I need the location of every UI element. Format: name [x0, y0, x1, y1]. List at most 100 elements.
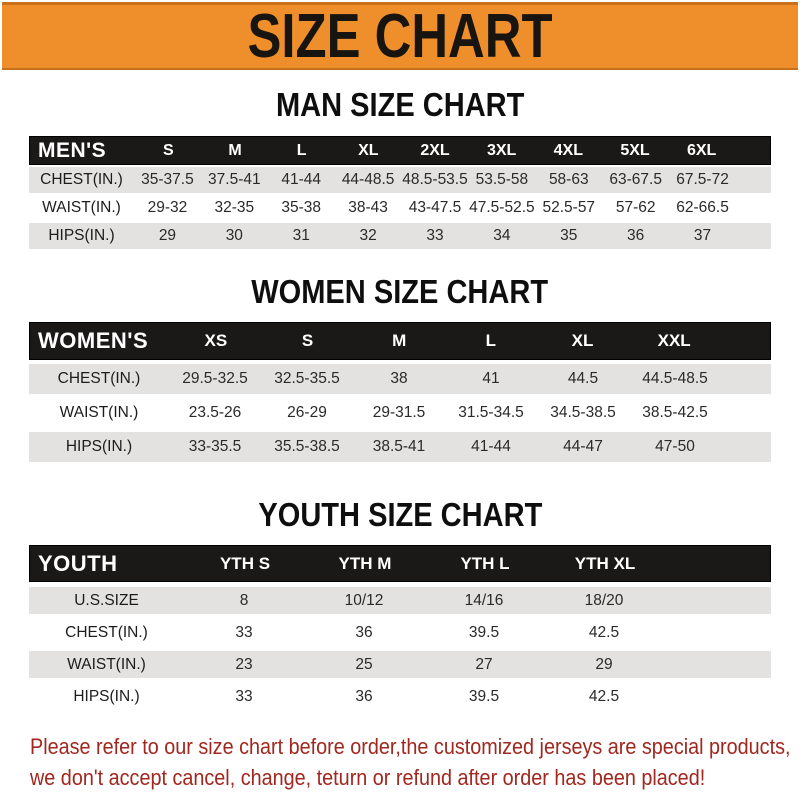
- size-cell: 44-47: [563, 438, 603, 455]
- size-cell: 29-31.5: [372, 404, 426, 421]
- table-row: CHEST(IN.) 35-37.5 37.5-41 41-44 44-48.5 48.5…: [29, 167, 771, 193]
- size-cell: 44-48.5: [341, 171, 395, 188]
- size-cell: 67.5-72: [676, 171, 729, 188]
- size-cell: 36: [355, 687, 373, 705]
- size-cell: 32.5-35.5: [274, 370, 340, 387]
- size-cell: 32-35: [214, 199, 255, 216]
- size-cell: 41: [482, 370, 500, 387]
- size-cell: 31: [292, 227, 310, 244]
- size-cell: 23.5-26: [188, 404, 242, 421]
- column-header: M: [392, 331, 407, 350]
- size-cell: 29: [595, 655, 613, 673]
- size-cell: 29-32: [147, 199, 188, 216]
- table-row: WAIST(IN.) 23 25 27 29: [29, 651, 771, 678]
- size-cell: 39.5: [468, 687, 500, 705]
- section-youth-size-chart: YOUTH SIZE CHART YOUTH YTH S YTH M YTH L YTH …: [0, 498, 800, 710]
- row-label: HIPS(IN.): [48, 227, 115, 244]
- size-cell: 34: [493, 227, 511, 244]
- size-cell: 33-35.5: [188, 438, 242, 455]
- size-cell: 47-50: [655, 438, 695, 455]
- column-header: XL: [571, 331, 594, 350]
- size-cell: 43-47.5: [408, 199, 462, 216]
- size-cell: 37.5-41: [208, 171, 261, 188]
- column-header: YTH M: [338, 553, 392, 573]
- table-header-row: WOMEN'S XS S M L XL XXL: [29, 322, 771, 360]
- column-header: L: [296, 141, 307, 159]
- size-cell: 63-67.5: [609, 171, 662, 188]
- size-cell: 42.5: [588, 623, 620, 641]
- table-row: HIPS(IN.) 33 36 39.5 42.5: [29, 683, 771, 710]
- size-cell: 33: [235, 687, 253, 705]
- table-header-label: WOMEN'S: [38, 328, 149, 353]
- footer-line-2: we don't accept cancel, change, teturn o…: [30, 765, 706, 790]
- size-table-youth: YOUTH YTH S YTH M YTH L YTH XL U.S.SIZE 8 10/12…: [29, 545, 771, 710]
- table-row: U.S.SIZE 8 10/12 14/16 18/20: [29, 587, 771, 614]
- column-header: XS: [204, 331, 228, 350]
- table-row: WAIST(IN.) 23.5-26 26-29 29-31.5 31.5-34.5 34…: [29, 398, 771, 428]
- size-cell: 44.5: [567, 370, 599, 387]
- size-cell: 33: [235, 623, 253, 641]
- size-cell: 41-44: [281, 171, 322, 188]
- size-cell: 26-29: [287, 404, 327, 421]
- section-title: WOMEN SIZE CHART: [0, 275, 800, 308]
- size-cell: 53.5-58: [475, 171, 529, 188]
- section-title: MAN SIZE CHART: [0, 88, 800, 121]
- size-cell: 42.5: [588, 687, 620, 705]
- row-label: U.S.SIZE: [74, 591, 139, 609]
- table-header-row: MEN'S S M L XL 2XL 3XL 4XL 5XL 6XL: [29, 136, 771, 165]
- size-cell: 41-44: [471, 438, 511, 455]
- size-cell: 8: [239, 591, 249, 609]
- table-row: WAIST(IN.) 29-32 32-35 35-38 38-43 43-47.5 47.…: [29, 195, 771, 221]
- section-women-size-chart: WOMEN SIZE CHART WOMEN'S XS S M L XL XXL CHEST(I…: [0, 275, 800, 462]
- row-label: WAIST(IN.): [59, 404, 139, 421]
- size-cell: 14/16: [464, 591, 504, 609]
- size-cell: 27: [475, 655, 493, 673]
- footer-note: Please refer to our size chart before or…: [30, 731, 791, 793]
- banner: SIZE CHART: [2, 2, 798, 70]
- column-header: S: [301, 331, 314, 350]
- size-cell: 35.5-38.5: [274, 438, 340, 455]
- row-label: HIPS(IN.): [73, 687, 140, 705]
- size-cell: 29: [158, 227, 177, 244]
- size-cell: 39.5: [468, 623, 500, 641]
- size-cell: 37: [693, 227, 712, 244]
- column-header: YTH L: [460, 553, 510, 573]
- size-cell: 58-63: [548, 171, 589, 188]
- table-header-row: YOUTH YTH S YTH M YTH L YTH XL: [29, 545, 771, 582]
- size-table-women: WOMEN'S XS S M L XL XXL CHEST(IN.) 29.5-32.5 32.5…: [29, 322, 771, 462]
- size-cell: 57-62: [615, 199, 656, 216]
- size-cell: 44.5-48.5: [642, 370, 708, 387]
- section-title-text: WOMEN SIZE CHART: [251, 273, 549, 310]
- row-label: HIPS(IN.): [65, 438, 133, 455]
- size-cell: 30: [225, 227, 243, 244]
- size-cell: 38: [390, 370, 408, 387]
- table-row: HIPS(IN.) 33-35.5 35.5-38.5 38.5-41 41-44 44-…: [29, 432, 771, 462]
- footer-line-1: Please refer to our size chart before or…: [30, 734, 791, 759]
- size-cell: 62-66.5: [676, 199, 729, 216]
- size-cell: 36: [627, 227, 645, 244]
- row-label: CHEST(IN.): [57, 370, 141, 387]
- column-header: 5XL: [620, 141, 650, 159]
- column-header: 4XL: [553, 141, 583, 159]
- size-cell: 25: [355, 655, 373, 673]
- column-header: XL: [358, 141, 379, 159]
- section-title-text: MAN SIZE CHART: [275, 86, 525, 123]
- size-cell: 38.5-41: [372, 438, 426, 455]
- table-row: CHEST(IN.) 33 36 39.5 42.5: [29, 619, 771, 646]
- size-cell: 33: [426, 227, 444, 244]
- table-row: HIPS(IN.) 29 30 31 32 33 34 35 36 37: [29, 223, 771, 249]
- size-cell: 36: [355, 623, 373, 641]
- size-cell: 18/20: [584, 591, 624, 609]
- row-label: CHEST(IN.): [40, 171, 123, 188]
- banner-title: SIZE CHART: [247, 1, 553, 71]
- section-title: YOUTH SIZE CHART: [0, 498, 800, 531]
- column-header: 3XL: [486, 141, 517, 159]
- size-cell: 52.5-57: [542, 199, 596, 216]
- column-header: XXL: [657, 331, 691, 350]
- size-cell: 48.5-53.5: [402, 171, 468, 188]
- column-header: M: [228, 141, 242, 159]
- row-label: CHEST(IN.): [65, 623, 148, 641]
- column-header: YTH XL: [574, 553, 636, 573]
- section-title-text: YOUTH SIZE CHART: [258, 496, 542, 533]
- size-cell: 35-38: [281, 199, 322, 216]
